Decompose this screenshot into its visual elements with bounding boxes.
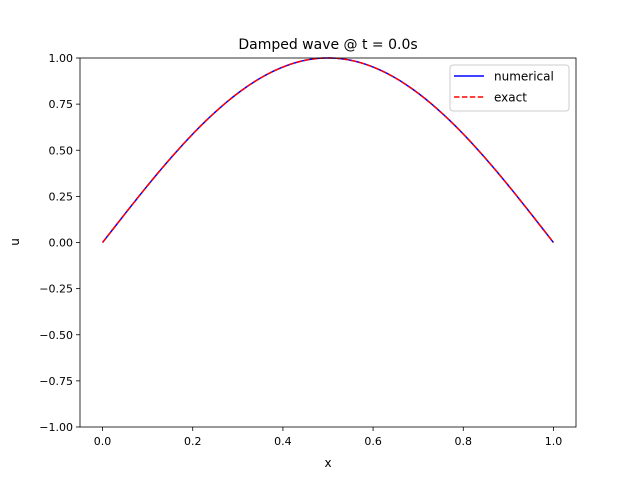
chart-title: Damped wave @ t = 0.0s (238, 37, 417, 53)
x-tick-label: 0.2 (184, 435, 202, 448)
plot-area (79, 57, 577, 428)
y-tick-label: −0.25 (39, 283, 73, 296)
legend-label-numerical: numerical (494, 70, 554, 84)
y-tick-label: −0.50 (39, 329, 73, 342)
x-tick-label: 0.0 (94, 435, 112, 448)
plot-background (80, 58, 576, 427)
y-tick-label: 1.00 (49, 52, 74, 65)
x-tick-label: 1.0 (545, 435, 563, 448)
x-tick-label: 0.4 (274, 435, 292, 448)
legend: numerical exact (449, 64, 570, 112)
legend-label-exact: exact (494, 91, 527, 105)
y-tick-label: 0.75 (49, 98, 74, 111)
y-axis-label: u (8, 238, 22, 246)
y-tick-label: 0.50 (49, 144, 74, 157)
x-tick-label: 0.6 (364, 435, 382, 448)
y-axis-ticks: −1.00 −0.75 −0.50 −0.25 0.00 0.25 0.50 0.75 1.00 (39, 52, 80, 434)
x-axis-label: x (324, 456, 331, 470)
x-axis-ticks: 0.0 0.2 0.4 0.6 0.8 1.0 (94, 427, 562, 448)
x-tick-label: 0.8 (455, 435, 473, 448)
y-tick-label: 0.25 (49, 190, 74, 203)
y-tick-label: −0.75 (39, 375, 73, 388)
y-tick-label: −1.00 (39, 421, 73, 434)
y-tick-label: 0.00 (49, 237, 74, 250)
